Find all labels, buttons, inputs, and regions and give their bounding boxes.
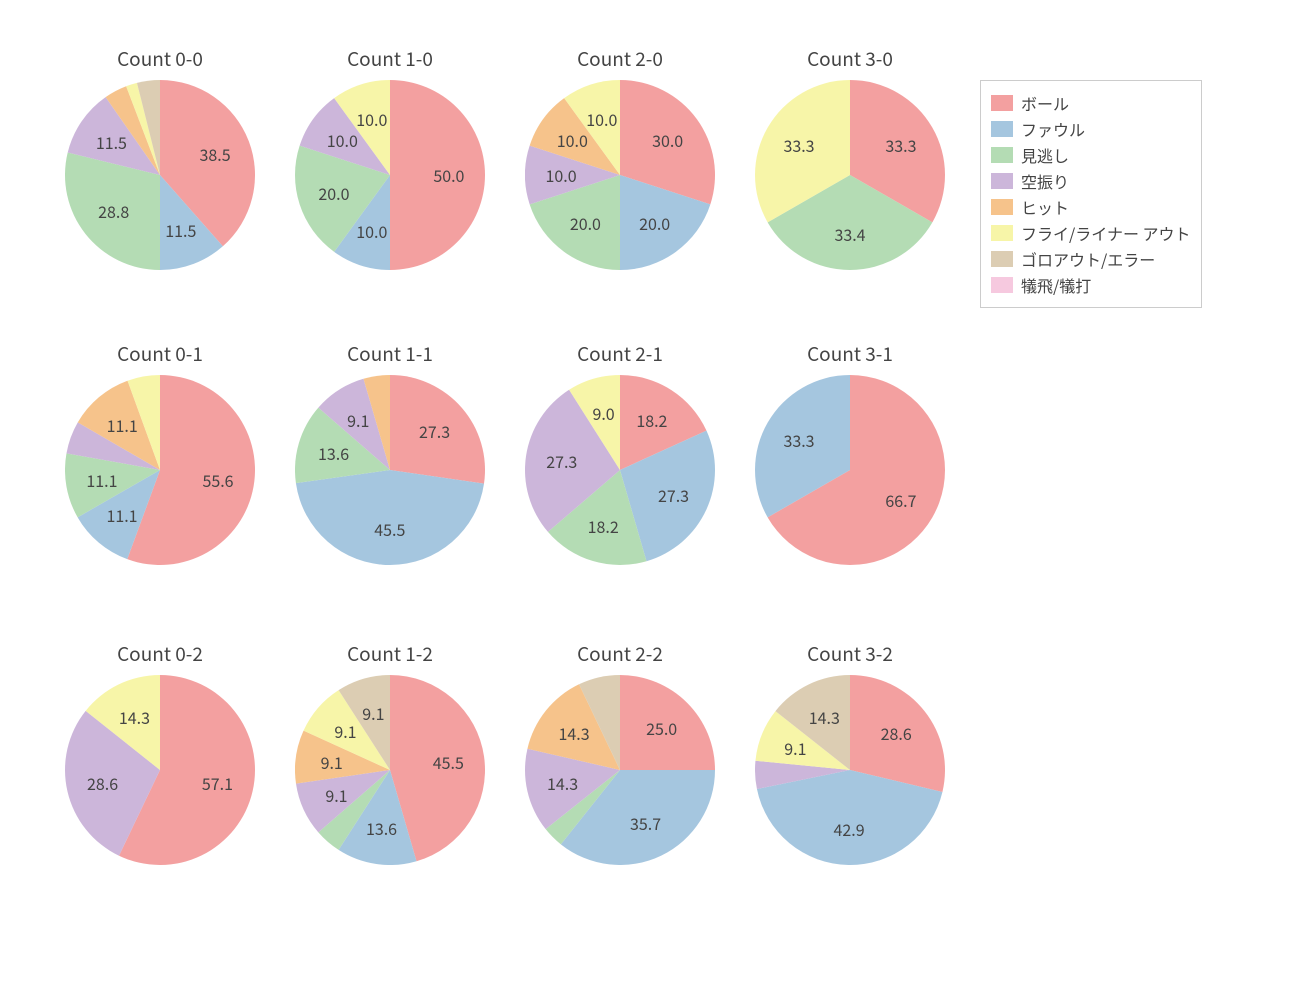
pie-slice-label: 50.0 (433, 163, 464, 187)
pie-slice-label: 13.6 (366, 816, 397, 840)
pie-slice-label: 11.1 (86, 468, 117, 492)
pie-chart (65, 675, 255, 865)
pie-slice-label: 38.5 (200, 142, 231, 166)
pie-slice-label: 11.1 (106, 503, 137, 527)
pie-slice-label: 14.3 (558, 721, 589, 745)
pie-slice-label: 27.3 (658, 483, 689, 507)
legend: ボールファウル見逃し空振りヒットフライ/ライナー アウトゴロアウト/エラー犠飛/… (980, 80, 1202, 308)
legend-swatch (991, 173, 1013, 189)
pie-slice-label: 9.0 (592, 401, 614, 425)
chart-title: Count 1-0 (347, 45, 433, 72)
pie-slice-label: 10.0 (356, 219, 387, 243)
chart-title: Count 2-0 (577, 45, 663, 72)
legend-item: 見逃し (991, 143, 1191, 167)
pie-slice-label: 57.1 (202, 771, 233, 795)
pie-slice-label: 10.0 (356, 107, 387, 131)
pie-slice-label: 11.5 (165, 218, 196, 242)
chart-title: Count 0-2 (117, 640, 203, 667)
legend-swatch (991, 251, 1013, 267)
legend-swatch (991, 95, 1013, 111)
pie-slice-label: 28.6 (881, 721, 912, 745)
chart-title: Count 3-0 (807, 45, 893, 72)
pie-slice-label: 20.0 (318, 181, 349, 205)
legend-item: フライ/ライナー アウト (991, 221, 1191, 245)
pie-slice-label: 30.0 (652, 128, 683, 152)
pie-slice-label: 20.0 (639, 211, 670, 235)
chart-title: Count 3-2 (807, 640, 893, 667)
pie-slice-label: 9.1 (325, 783, 347, 807)
pie-slice-label: 11.5 (96, 130, 127, 154)
legend-item: ヒット (991, 195, 1191, 219)
chart-title: Count 1-2 (347, 640, 433, 667)
pie-slice-label: 10.0 (586, 107, 617, 131)
pie-slice-label: 28.6 (87, 771, 118, 795)
pie-slice-label: 14.3 (547, 771, 578, 795)
pie-slice-label: 9.1 (347, 408, 369, 432)
pie-slice-label: 33.3 (783, 133, 814, 157)
pie-slice-label: 27.3 (546, 449, 577, 473)
pie-chart (525, 675, 715, 865)
pie-slice-label: 18.2 (636, 408, 667, 432)
pie-slice-label: 42.9 (834, 817, 865, 841)
pie-slice-label: 18.2 (588, 514, 619, 538)
pie-slice-label: 9.1 (362, 701, 384, 725)
chart-title: Count 0-0 (117, 45, 203, 72)
pie-slice-label: 9.1 (321, 750, 343, 774)
legend-label: ボール (1021, 91, 1069, 115)
pie-slice-label: 33.3 (885, 133, 916, 157)
pie-slice-label: 13.6 (318, 441, 349, 465)
legend-swatch (991, 225, 1013, 241)
legend-swatch (991, 147, 1013, 163)
pie-slice-label: 14.3 (119, 705, 150, 729)
pie-slice-label: 9.1 (784, 736, 806, 760)
legend-label: 空振り (1021, 169, 1069, 193)
pie-slice-label: 11.1 (107, 413, 138, 437)
legend-swatch (991, 121, 1013, 137)
legend-label: ファウル (1021, 117, 1085, 141)
legend-label: ゴロアウト/エラー (1021, 247, 1155, 271)
pie-chart (65, 80, 255, 270)
legend-item: 犠飛/犠打 (991, 273, 1191, 297)
legend-item: 空振り (991, 169, 1191, 193)
pie-chart (755, 375, 945, 565)
chart-title: Count 2-1 (577, 340, 663, 367)
pie-slice-label: 33.4 (834, 222, 865, 246)
pie-slice-label: 28.8 (98, 199, 129, 223)
pie-slice-label: 66.7 (885, 488, 916, 512)
pie-slice-label: 25.0 (646, 716, 677, 740)
pie-slice-label: 10.0 (557, 128, 588, 152)
pie-slice-label: 45.5 (374, 517, 405, 541)
legend-swatch (991, 277, 1013, 293)
pie-slice-label: 27.3 (419, 419, 450, 443)
chart-title: Count 1-1 (347, 340, 433, 367)
pie-slice-label: 20.0 (570, 211, 601, 235)
legend-item: ゴロアウト/エラー (991, 247, 1191, 271)
legend-label: ヒット (1021, 195, 1069, 219)
chart-grid: Count 0-0 38.5 11.5 28.8 11.5 Count 1-0 50.0 10… (0, 0, 1300, 1000)
legend-item: ボール (991, 91, 1191, 115)
pie-slice-label: 45.5 (433, 750, 464, 774)
legend-label: 犠飛/犠打 (1021, 273, 1091, 297)
chart-title: Count 2-2 (577, 640, 663, 667)
legend-swatch (991, 199, 1013, 215)
pie-slice-label: 10.0 (327, 128, 358, 152)
legend-label: 見逃し (1021, 143, 1069, 167)
chart-title: Count 3-1 (807, 340, 893, 367)
legend-item: ファウル (991, 117, 1191, 141)
pie-slice-label: 9.1 (334, 719, 356, 743)
pie-slice-label: 10.0 (546, 163, 577, 187)
pie-slice-label: 55.6 (202, 468, 233, 492)
chart-title: Count 0-1 (117, 340, 203, 367)
pie-slice-label: 33.3 (783, 428, 814, 452)
legend-label: フライ/ライナー アウト (1021, 221, 1191, 245)
pie-slice-label: 14.3 (809, 705, 840, 729)
pie-slice-label: 35.7 (630, 811, 661, 835)
